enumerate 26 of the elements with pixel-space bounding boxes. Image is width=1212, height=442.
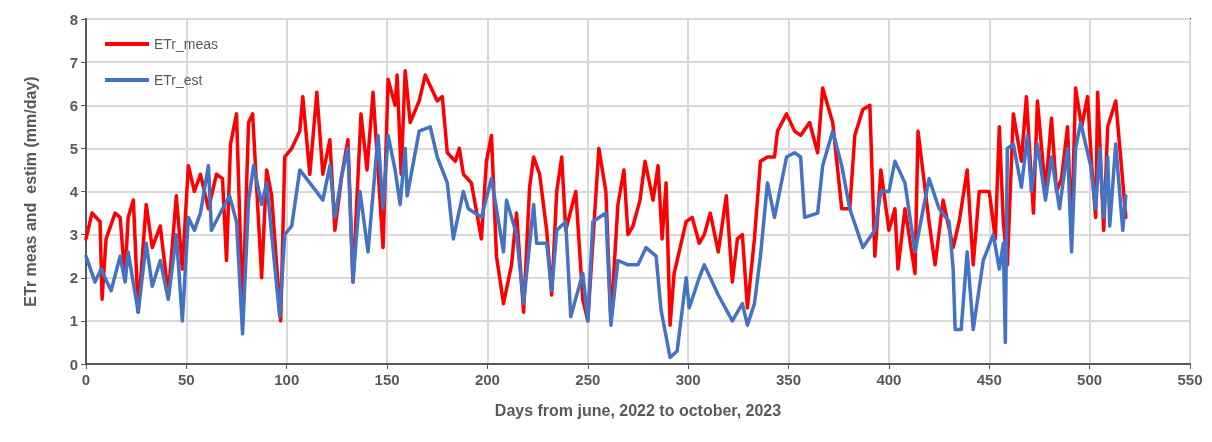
x-tick-label: 250	[575, 371, 601, 388]
x-tick-label: 50	[178, 371, 195, 388]
y-tick-label: 8	[69, 10, 78, 28]
y-tick-label: 0	[69, 355, 78, 373]
y-tick-label: 3	[69, 226, 78, 244]
x-tick-label: 550	[1177, 371, 1203, 388]
x-tick-label: 200	[474, 371, 500, 388]
x-tick-label: 300	[675, 371, 701, 388]
y-tick-label: 5	[69, 139, 78, 157]
legend-label: ETr_est	[154, 72, 203, 88]
x-tick-label: 0	[81, 371, 91, 388]
legend-label: ETr_meas	[154, 36, 219, 52]
x-tick-label: 500	[1077, 371, 1103, 388]
y-axis-title: ETr meas and estim (mm/day)	[21, 76, 39, 307]
x-tick-label: 400	[876, 371, 902, 388]
y-tick-label: 6	[69, 96, 78, 114]
line-series	[84, 120, 1128, 360]
y-tick-label: 7	[69, 53, 78, 71]
x-tick-label: 100	[274, 371, 300, 388]
y-tick-label: 1	[69, 312, 78, 330]
y-tick-label: 2	[69, 269, 78, 287]
x-tick-label: 450	[976, 371, 1002, 388]
y-tick-label: 4	[69, 183, 79, 200]
x-axis-title: Days from june, 2022 to october, 2023	[494, 401, 782, 419]
x-tick-label: 150	[374, 371, 400, 388]
x-tick-label: 350	[776, 371, 802, 388]
